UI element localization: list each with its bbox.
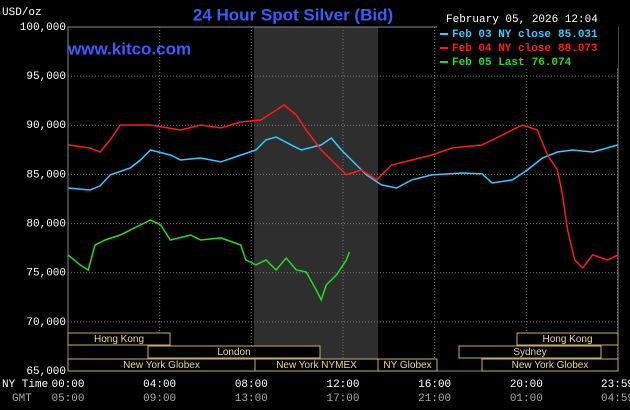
x2-row-label: GMT (12, 393, 32, 405)
session-bar (67, 332, 171, 346)
x2-tick-label: 21:00 (418, 393, 451, 405)
session-label: NY Globex (383, 360, 431, 371)
lines (67, 103, 619, 302)
legend-entry: Feb 05 Last 76.074 (452, 57, 572, 69)
session-label: London (217, 347, 250, 358)
session-label: Hong Kong (94, 334, 144, 345)
session-bar (458, 345, 602, 359)
legend-entry: Feb 03 NY close 85.031 (452, 29, 598, 41)
x2-tick-label: 13:00 (235, 393, 268, 405)
legend-name: Feb 03 NY close (452, 29, 551, 41)
x2-tick-label: 05:00 (51, 393, 84, 405)
y-tick-label: 75,000 (26, 268, 66, 280)
x-tick-label: 04:00 (143, 379, 176, 391)
x2-tick-label: 04:59 (601, 393, 630, 405)
session-label: New York Globex (123, 360, 200, 371)
y-tick-label: 95,000 (26, 71, 66, 83)
legend: Feb 03 NY close 85.031 Feb 04 NY close 88.0… (437, 26, 618, 69)
x-tick-label: 20:00 (510, 379, 543, 391)
session-bar (481, 358, 619, 372)
session-bar (516, 332, 619, 346)
legend-name: Feb 05 Last (452, 57, 525, 69)
x-tick-label: 12:00 (326, 379, 359, 391)
x2-tick-label: 09:00 (143, 393, 176, 405)
chart-title: 24 Hour Spot Silver (Bid) (193, 5, 393, 24)
x2-tick-label: 01:00 (510, 393, 543, 405)
website: www.kitco.com (67, 39, 191, 58)
y-tick-label: 80,000 (26, 218, 66, 230)
session-bar (377, 358, 438, 372)
series-line (67, 136, 619, 191)
session-label: Hong Kong (542, 334, 592, 345)
session-label: New York Globex (512, 360, 589, 371)
series-line (67, 219, 351, 302)
timestamp: February 05, 2026 12:04 (446, 14, 598, 26)
session-bar (147, 345, 321, 359)
legend-value: 88.073 (558, 43, 598, 55)
legend-value: 76.074 (532, 57, 572, 69)
x-tick-label: 08:00 (235, 379, 268, 391)
legend-value: 85.031 (558, 29, 598, 41)
y-axis-label: USD/oz (2, 7, 42, 19)
x2-tick-label: 17:00 (326, 393, 359, 405)
session-label: Sydney (513, 347, 546, 358)
x-tick-label: 16:00 (418, 379, 451, 391)
y-tick-label: 70,000 (26, 317, 66, 329)
y-tick-label: 90,000 (26, 120, 66, 132)
x-row-label: NY Time (2, 379, 48, 391)
series-line (67, 103, 619, 270)
y-tick-label: 65,000 (26, 366, 66, 378)
legend-box (437, 26, 618, 68)
session-label: New York NYMEX (276, 360, 357, 371)
nymex-shade (254, 27, 378, 371)
y-tick-label: 85,000 (26, 169, 66, 181)
sessions: Hong Kong London New York Globex New York N… (67, 332, 619, 372)
y-tick-label: 100,000 (20, 22, 66, 34)
legend-entry: Feb 04 NY close 88.073 (452, 43, 598, 55)
x-tick-label: 23:59 (601, 379, 630, 391)
legend-name: Feb 04 NY close (452, 43, 551, 55)
x-tick-label: 00:00 (51, 379, 84, 391)
